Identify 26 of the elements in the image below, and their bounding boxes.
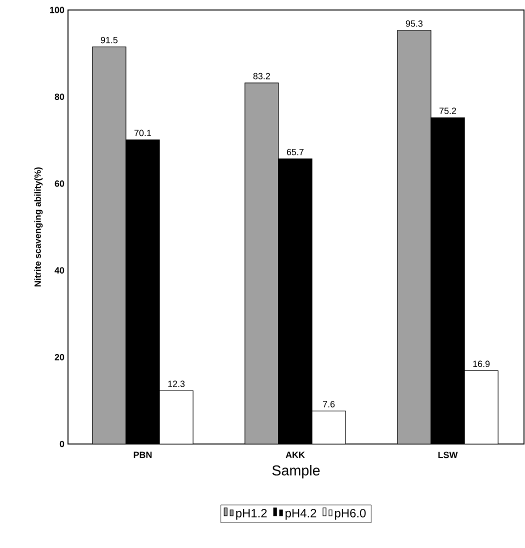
y-tick-label: 100 — [50, 6, 64, 14]
x-tick-label: LSW — [438, 452, 458, 458]
x-tick-label: PBN — [134, 452, 152, 458]
data-label: 70.1 — [134, 130, 152, 136]
bar — [397, 30, 432, 444]
y-tick-label: 40 — [54, 267, 64, 274]
data-label: 95.3 — [406, 20, 423, 27]
legend-label: pH4.2 — [286, 508, 316, 520]
y-tick-label: 60 — [55, 180, 64, 187]
bar — [92, 46, 127, 444]
data-label: 65.7 — [287, 148, 304, 156]
data-label: 75.2 — [440, 108, 456, 114]
data-label: 83.2 — [254, 72, 270, 80]
y-tick-label: 20 — [55, 354, 64, 360]
x-tick-label: AKK — [286, 452, 306, 458]
y-tick-label: 80 — [55, 94, 64, 100]
data-label: 7.6 — [323, 401, 335, 408]
bar — [244, 82, 280, 444]
data-label: 12.3 — [168, 380, 185, 387]
y-tick-label: 0 — [60, 440, 64, 448]
legend-label: pH6.0 — [335, 508, 366, 520]
y-axis-title: Nitrite scavenging ability(%) — [34, 167, 43, 286]
data-label: 16.9 — [474, 360, 490, 368]
data-label: 91.5 — [101, 36, 118, 44]
x-axis-title: Sample — [272, 464, 320, 478]
legend-label: pH1.2 — [236, 508, 267, 520]
